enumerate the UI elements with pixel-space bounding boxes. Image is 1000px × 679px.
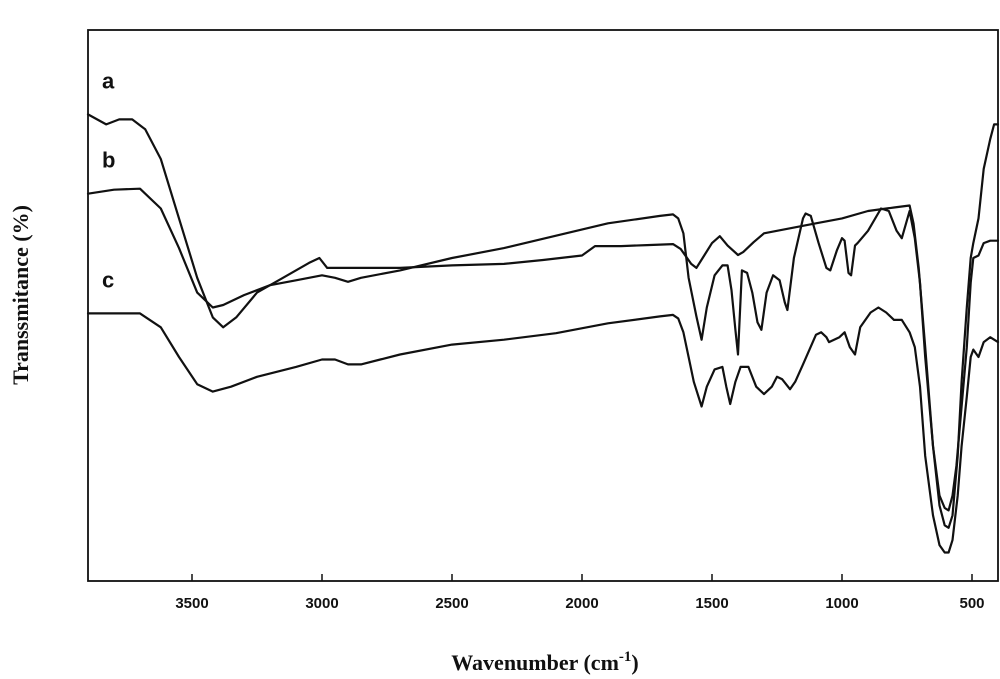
series-curves (86, 113, 1000, 554)
x-tick-label: 3500 (175, 595, 208, 612)
series-label-a: a (102, 68, 115, 93)
x-axis-title-main: Wavenumber (cm (451, 650, 619, 675)
x-tick-label: 2500 (435, 595, 468, 612)
series-labels: a b c (102, 68, 115, 292)
series-label-b: b (102, 148, 115, 173)
x-tick-label: 3000 (305, 595, 338, 612)
x-tick-label: 500 (959, 595, 984, 612)
series-line-c (86, 306, 1000, 554)
y-axis-title: Transsmitance (%) (8, 205, 33, 385)
x-axis-ticks: 3500 3000 2500 2000 1500 1000 500 (175, 574, 985, 612)
x-axis-title-close: ) (631, 650, 638, 675)
x-axis-title-superscript: -1 (619, 649, 632, 665)
series-label-c: c (102, 267, 114, 292)
series-line-a (86, 113, 1000, 529)
x-tick-label: 2000 (565, 595, 598, 612)
x-tick-label: 1500 (695, 595, 728, 612)
x-tick-label: 1000 (825, 595, 858, 612)
series-line-b (86, 187, 1000, 512)
x-axis-title: Wavenumber (cm-1) (451, 649, 638, 675)
plot-frame (87, 29, 999, 582)
